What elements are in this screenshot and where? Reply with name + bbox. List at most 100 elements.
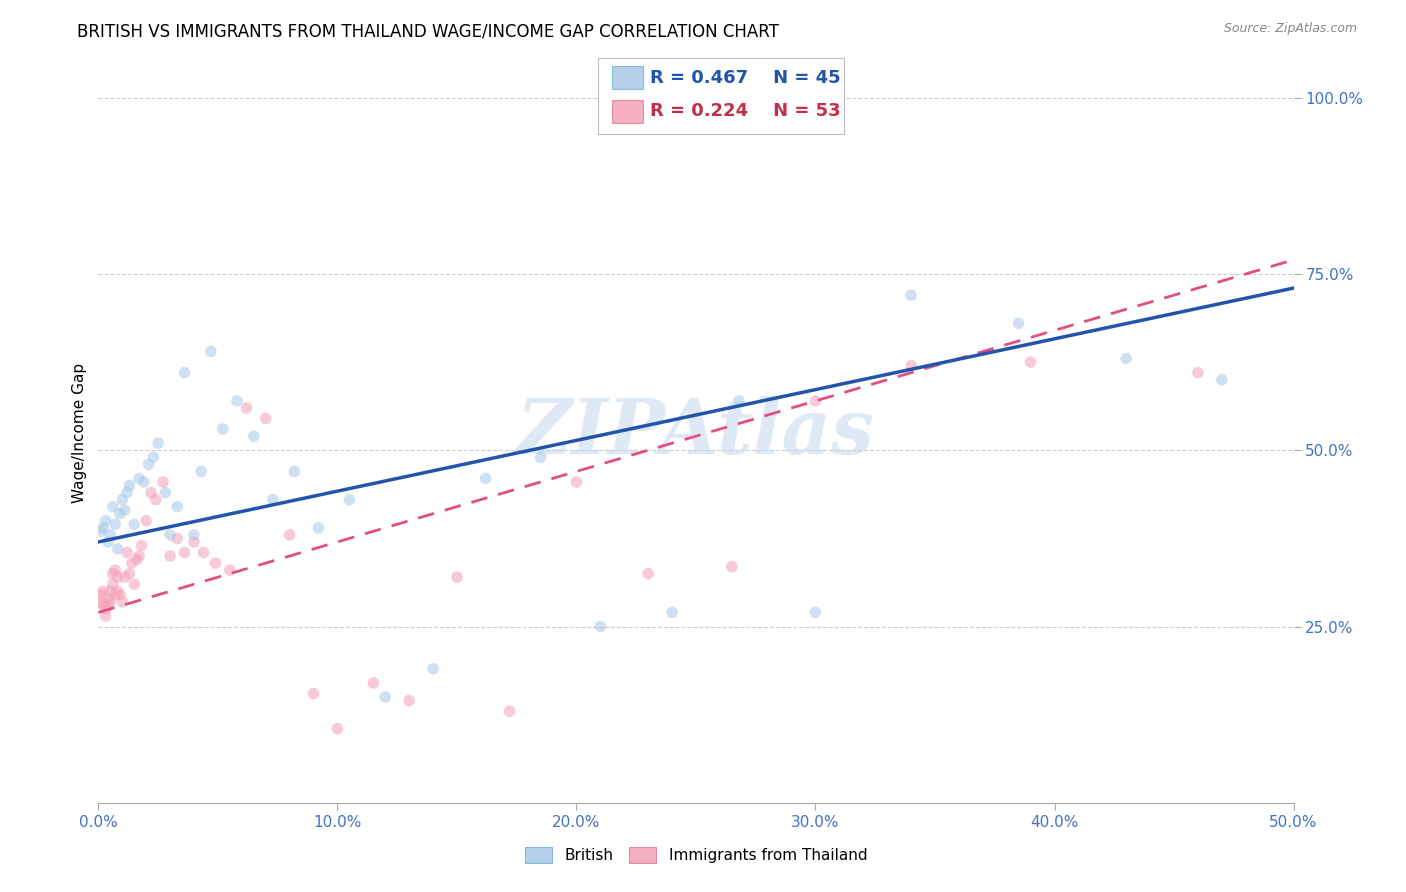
Legend: British, Immigrants from Thailand: British, Immigrants from Thailand bbox=[519, 841, 873, 869]
Y-axis label: Wage/Income Gap: Wage/Income Gap bbox=[72, 362, 87, 503]
Point bbox=[721, 559, 744, 574]
Text: R = 0.224    N = 53: R = 0.224 N = 53 bbox=[650, 103, 841, 120]
Point bbox=[107, 541, 129, 556]
Point bbox=[637, 566, 659, 581]
Point bbox=[104, 517, 127, 532]
Point bbox=[124, 517, 146, 532]
Point bbox=[111, 595, 134, 609]
Point bbox=[1187, 366, 1209, 380]
Point bbox=[374, 690, 396, 704]
Point bbox=[166, 532, 188, 546]
Point bbox=[90, 524, 112, 539]
Point bbox=[159, 549, 181, 563]
Point bbox=[183, 528, 205, 542]
Point bbox=[90, 588, 112, 602]
Point bbox=[498, 704, 520, 718]
Point bbox=[728, 393, 751, 408]
Point bbox=[94, 609, 117, 624]
Point bbox=[173, 545, 195, 559]
Point bbox=[211, 422, 233, 436]
Point bbox=[204, 556, 226, 570]
Point bbox=[155, 485, 177, 500]
Text: R = 0.467    N = 45: R = 0.467 N = 45 bbox=[650, 69, 841, 87]
Point bbox=[139, 485, 162, 500]
Text: BRITISH VS IMMIGRANTS FROM THAILAND WAGE/INCOME GAP CORRELATION CHART: BRITISH VS IMMIGRANTS FROM THAILAND WAGE… bbox=[77, 22, 779, 40]
Point bbox=[661, 606, 683, 620]
Point bbox=[111, 492, 134, 507]
Point bbox=[97, 599, 120, 613]
Point bbox=[91, 599, 114, 613]
Point bbox=[131, 538, 153, 552]
Point bbox=[339, 492, 361, 507]
Point bbox=[446, 570, 468, 584]
Point bbox=[283, 464, 305, 478]
Point bbox=[121, 556, 143, 570]
Point bbox=[190, 464, 212, 478]
Point bbox=[108, 507, 131, 521]
Point bbox=[114, 570, 136, 584]
Point bbox=[132, 475, 155, 489]
Point bbox=[138, 458, 160, 472]
Point bbox=[90, 595, 112, 609]
Point bbox=[278, 528, 301, 542]
Point bbox=[118, 478, 141, 492]
Point bbox=[104, 563, 127, 577]
Point bbox=[565, 475, 588, 489]
Point bbox=[166, 500, 188, 514]
Point bbox=[159, 528, 181, 542]
Point bbox=[124, 577, 146, 591]
Point bbox=[98, 584, 122, 599]
Point bbox=[118, 566, 141, 581]
Point bbox=[804, 393, 827, 408]
Point bbox=[94, 514, 117, 528]
Point bbox=[193, 545, 215, 559]
Point bbox=[200, 344, 222, 359]
Point bbox=[1019, 355, 1042, 369]
Point bbox=[145, 492, 167, 507]
Point bbox=[219, 563, 242, 577]
Point bbox=[363, 676, 385, 690]
Point bbox=[152, 475, 174, 489]
Point bbox=[107, 570, 129, 584]
Point bbox=[1008, 316, 1031, 330]
Point bbox=[1211, 373, 1233, 387]
Point bbox=[104, 588, 127, 602]
Point bbox=[900, 288, 922, 302]
Point bbox=[97, 591, 120, 606]
Point bbox=[142, 450, 165, 465]
Point bbox=[128, 549, 150, 563]
Point bbox=[101, 500, 124, 514]
Point bbox=[98, 595, 122, 609]
Point bbox=[474, 471, 496, 485]
Point bbox=[173, 366, 195, 380]
Point bbox=[326, 722, 349, 736]
Point bbox=[530, 450, 553, 465]
Point bbox=[115, 485, 138, 500]
Point bbox=[226, 393, 249, 408]
Point bbox=[128, 471, 150, 485]
Point bbox=[804, 606, 827, 620]
Point bbox=[243, 429, 266, 443]
Point bbox=[589, 619, 612, 633]
Point bbox=[94, 602, 117, 616]
Text: ZIPAtlas: ZIPAtlas bbox=[517, 396, 875, 469]
Point bbox=[101, 577, 124, 591]
Point bbox=[114, 503, 136, 517]
Point bbox=[97, 535, 120, 549]
Point bbox=[262, 492, 284, 507]
Point bbox=[422, 662, 444, 676]
Point bbox=[307, 521, 329, 535]
Point bbox=[398, 693, 420, 707]
Point bbox=[135, 514, 157, 528]
Point bbox=[107, 584, 129, 599]
Point bbox=[235, 401, 257, 415]
Text: Source: ZipAtlas.com: Source: ZipAtlas.com bbox=[1223, 22, 1357, 36]
Point bbox=[148, 436, 170, 450]
Point bbox=[91, 584, 114, 599]
Point bbox=[302, 686, 325, 700]
Point bbox=[108, 588, 131, 602]
Point bbox=[91, 521, 114, 535]
Point bbox=[101, 566, 124, 581]
Point bbox=[900, 359, 922, 373]
Point bbox=[183, 535, 205, 549]
